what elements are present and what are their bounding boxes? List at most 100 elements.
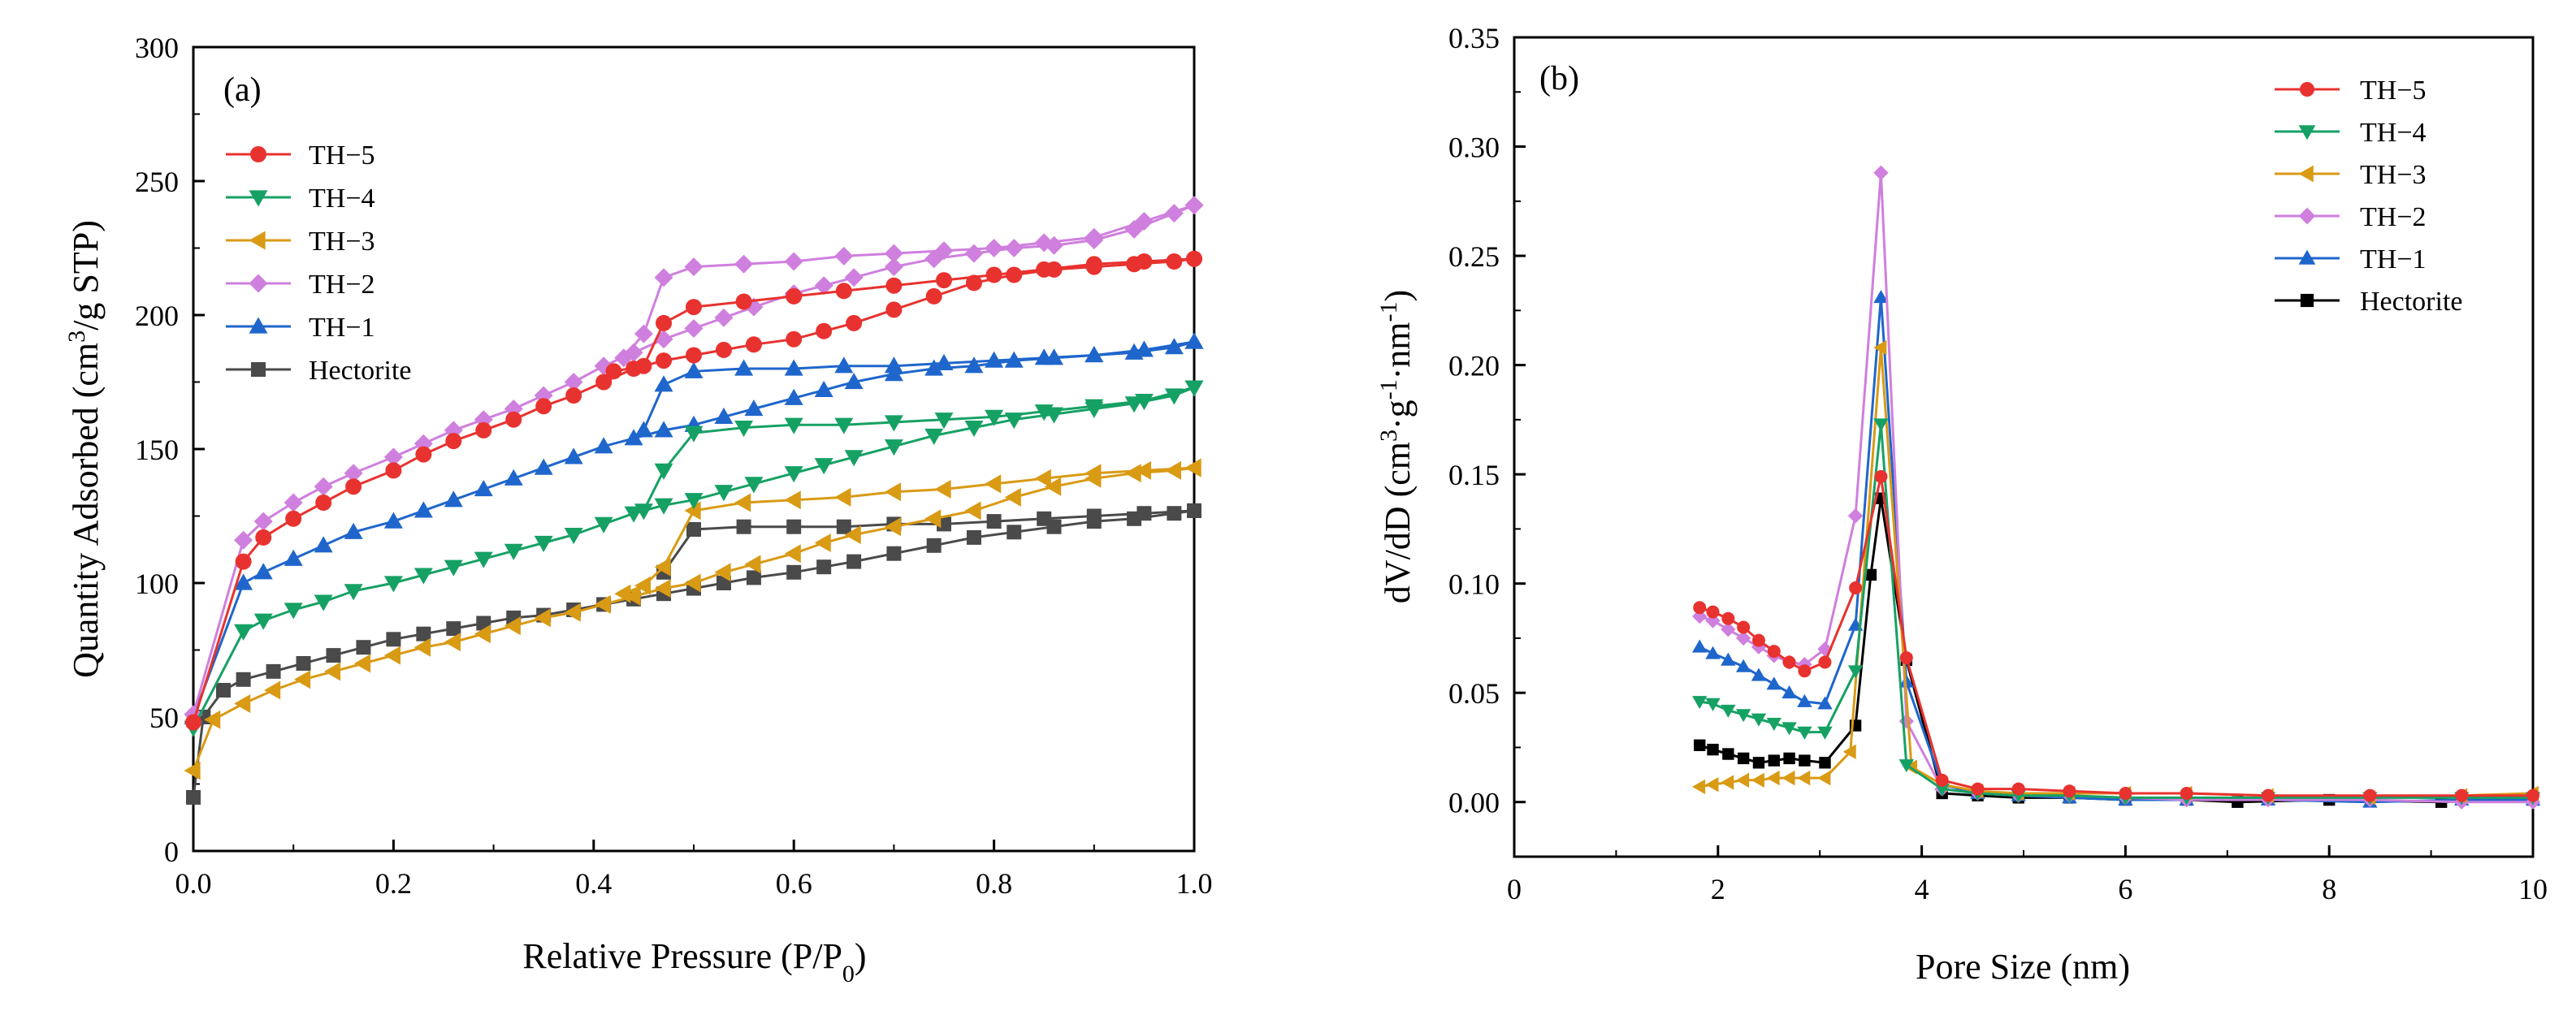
th-3-desorption-point — [1085, 464, 1102, 483]
th-5-adsorption-point — [315, 495, 332, 511]
hectorite-adsorption-point — [926, 538, 942, 553]
hectorite-adsorption-line — [192, 509, 1195, 798]
panel-b-y-tick-label: 0.05 — [1448, 677, 1500, 710]
hectorite-adsorption-point — [746, 570, 761, 585]
th-2-adsorption-point — [964, 244, 984, 263]
panel-b-x-tick-label: 4 — [1915, 873, 1929, 905]
th-4-desorption-point — [734, 420, 754, 438]
hectorite-desorption-point — [1187, 503, 1201, 518]
th-4-psd-point — [1766, 717, 1782, 732]
th-1-desorption-point — [985, 351, 1004, 368]
th-3-adsorption-point — [264, 680, 281, 700]
th-2-desorption-point — [1134, 212, 1154, 231]
th-3-adsorption-point — [1124, 464, 1141, 483]
panel-b-pore-size-distribution: 0 2 4 6 8 100.000.050.100.150.200.250.300.35 … — [1375, 22, 2548, 987]
th-5-adsorption-point — [535, 398, 552, 415]
series-th-3 — [184, 458, 1201, 780]
th-4-adsorption-point — [474, 551, 493, 568]
hectorite-adsorption-point — [296, 656, 311, 671]
th-3-desorption-point — [684, 501, 701, 520]
panel-b-legend: TH−5 TH−4 TH−3 TH−2 TH−1 Hectorite — [2275, 76, 2463, 317]
th-3-adsorption-point — [323, 662, 341, 681]
th-3-adsorption-point — [234, 694, 251, 713]
th-4-psd-point — [1797, 726, 1812, 740]
legend-marker — [250, 146, 266, 162]
th-4-adsorption-point — [344, 584, 363, 601]
th-4-adsorption-point — [253, 613, 273, 630]
hectorite-adsorption-point — [816, 559, 832, 575]
th-2-adsorption-point — [844, 268, 864, 287]
th-1-psd-point — [1692, 639, 1708, 653]
th-5-desorption-point — [1186, 250, 1202, 267]
th-5-adsorption-point — [345, 478, 362, 495]
th-3-desorption-point — [1134, 460, 1152, 480]
legend-b-item-th-2: TH−2 — [2275, 202, 2427, 232]
th-4-psd-point — [1705, 698, 1721, 711]
th-1-adsorption-point — [814, 380, 833, 398]
th-3-desorption-point — [834, 487, 851, 507]
hectorite-desorption-point — [1086, 508, 1102, 524]
th-4-desorption-point — [884, 415, 903, 432]
th-3-desorption-point — [985, 474, 1002, 494]
hectorite-adsorption-point — [186, 790, 201, 805]
th-4-adsorption-point — [684, 493, 704, 510]
legend-b-item-th-3: TH−3 — [2275, 160, 2427, 190]
th-2-psd-point — [1873, 165, 1889, 181]
th-4-adsorption-point — [383, 576, 403, 593]
th-5-psd-point — [1971, 782, 1985, 796]
th-3-desorption-point — [654, 557, 671, 577]
th-2-psd-point — [1847, 508, 1864, 524]
th-5-psd-point — [1798, 664, 1812, 678]
th-4-adsorption-point — [884, 439, 903, 456]
th-2-adsorption-point — [1164, 204, 1184, 223]
th-4-psd-point — [1873, 418, 1889, 432]
th-4-adsorption-point — [504, 543, 523, 560]
th-5-psd-point — [2011, 782, 2025, 796]
th-5-desorption-point — [936, 272, 952, 289]
th-4-desorption-point — [784, 417, 803, 434]
th-4-desorption-point — [1134, 393, 1154, 411]
th-4-psd-point — [1817, 726, 1833, 740]
th-3-adsorption-point — [204, 710, 221, 729]
hectorite-adsorption-point — [356, 640, 371, 655]
th-4-psd-point — [1847, 665, 1864, 679]
th-1-adsorption-point — [784, 388, 803, 405]
hectorite-b-psd-point — [1819, 757, 1831, 769]
th-3-psd-point — [1766, 770, 1780, 786]
th-5-adsorption-point — [595, 374, 613, 391]
panel-b-x-axis-title: Pore Size (nm) — [1916, 947, 2130, 987]
th-4-adsorption-point — [413, 568, 433, 585]
th-2-desorption-point — [684, 257, 704, 277]
th-5-desorption-point — [686, 299, 702, 316]
th-5-psd-point — [1721, 611, 1735, 625]
th-3-adsorption-point — [383, 646, 401, 665]
th-5-psd-point — [2526, 788, 2539, 802]
th-2-adsorption-point — [884, 257, 903, 277]
th-1-psd-point — [1766, 676, 1782, 690]
th-2-adsorption-point — [714, 308, 734, 327]
panel-b-y-tick-label: 0.10 — [1448, 568, 1500, 601]
th-4-adsorption-point — [744, 477, 764, 494]
th-1-adsorption-point — [564, 447, 583, 464]
panel-a-adsorption-isotherms: 0.0 0.2 0.4 0.6 0.8 1.0 0 50 100 150 200 250 300 (a)… — [63, 32, 1213, 987]
legend-item-th-4: TH−4 — [226, 184, 375, 214]
th-3-desorption-point — [614, 584, 631, 603]
panel-a-y-tick-label: 0 — [164, 836, 179, 868]
panel-b-y-tick-label: 0.30 — [1448, 132, 1500, 164]
legend-label: TH−2 — [2360, 202, 2427, 232]
th-5-desorption-point — [605, 363, 622, 380]
th-3-adsorption-point — [714, 563, 731, 582]
th-3-adsorption-point — [594, 594, 611, 614]
th-5-psd-point — [2363, 788, 2377, 802]
th-5-adsorption-point — [255, 529, 272, 546]
th-2-desorption-point — [1034, 233, 1054, 253]
th-4-adsorption-point — [234, 624, 253, 641]
th-5-desorption-point — [985, 266, 1002, 283]
legend-marker — [2298, 207, 2316, 225]
th-3-adsorption-point — [564, 603, 581, 622]
series-hectorite — [186, 503, 1201, 805]
th-5-psd-point — [1706, 605, 1720, 619]
th-5-desorption-point — [786, 287, 803, 305]
hectorite-desorption-point — [786, 519, 802, 534]
panel-b-series — [1692, 165, 2541, 810]
